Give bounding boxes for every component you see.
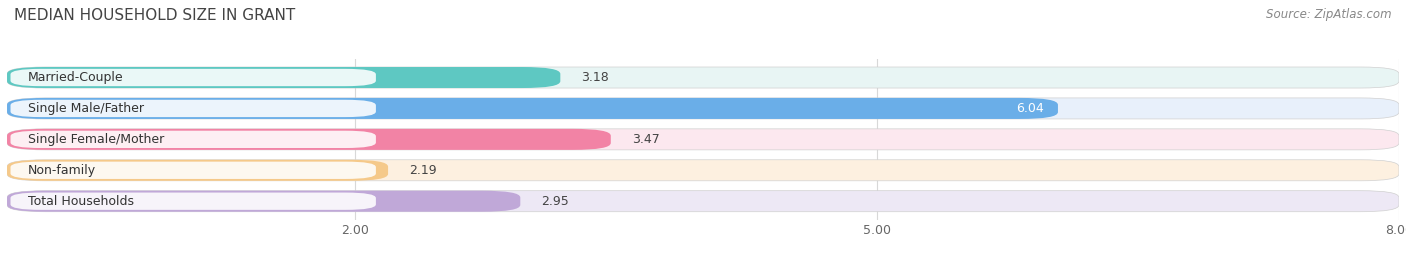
FancyBboxPatch shape <box>10 192 375 210</box>
FancyBboxPatch shape <box>7 98 1057 119</box>
Text: Single Male/Father: Single Male/Father <box>28 102 143 115</box>
FancyBboxPatch shape <box>10 162 375 179</box>
Text: Total Households: Total Households <box>28 195 134 208</box>
FancyBboxPatch shape <box>7 129 610 150</box>
FancyBboxPatch shape <box>7 191 520 212</box>
FancyBboxPatch shape <box>10 131 375 148</box>
FancyBboxPatch shape <box>7 67 1399 88</box>
FancyBboxPatch shape <box>10 100 375 117</box>
Text: 3.18: 3.18 <box>581 71 609 84</box>
Text: Non-family: Non-family <box>28 164 96 177</box>
FancyBboxPatch shape <box>7 98 1399 119</box>
Text: 6.04: 6.04 <box>1017 102 1045 115</box>
FancyBboxPatch shape <box>7 191 1399 212</box>
Text: Married-Couple: Married-Couple <box>28 71 124 84</box>
Text: Single Female/Mother: Single Female/Mother <box>28 133 165 146</box>
Text: 3.47: 3.47 <box>631 133 659 146</box>
FancyBboxPatch shape <box>7 160 1399 181</box>
Text: Source: ZipAtlas.com: Source: ZipAtlas.com <box>1267 8 1392 21</box>
FancyBboxPatch shape <box>7 67 561 88</box>
FancyBboxPatch shape <box>7 160 388 181</box>
Text: 2.19: 2.19 <box>409 164 437 177</box>
FancyBboxPatch shape <box>7 129 1399 150</box>
Text: MEDIAN HOUSEHOLD SIZE IN GRANT: MEDIAN HOUSEHOLD SIZE IN GRANT <box>14 8 295 23</box>
Text: 2.95: 2.95 <box>541 195 569 208</box>
FancyBboxPatch shape <box>10 69 375 86</box>
